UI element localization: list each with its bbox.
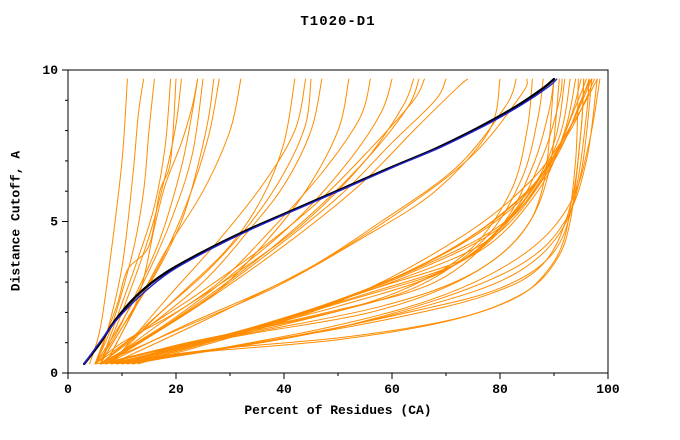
svg-text:20: 20 — [168, 382, 184, 397]
svg-text:100: 100 — [596, 382, 620, 397]
svg-text:10: 10 — [42, 63, 58, 78]
svg-text:0: 0 — [50, 366, 58, 381]
svg-text:80: 80 — [492, 382, 508, 397]
svg-text:60: 60 — [384, 382, 400, 397]
chart-title: T1020-D1 — [300, 14, 376, 30]
x-axis-label: Percent of Residues (CA) — [244, 403, 432, 418]
svg-text:0: 0 — [64, 382, 72, 397]
svg-text:5: 5 — [50, 215, 58, 230]
svg-text:40: 40 — [276, 382, 292, 397]
